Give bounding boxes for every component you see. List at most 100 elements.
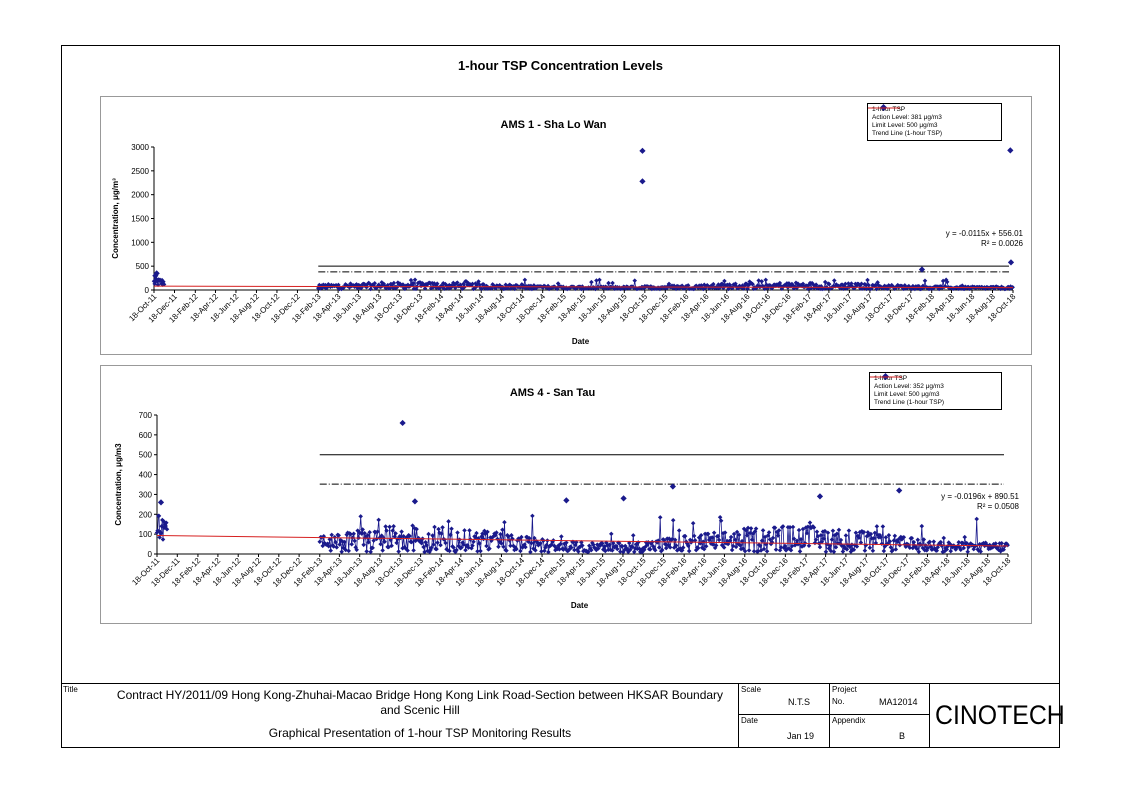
chart-title: AMS 4 - San Tau bbox=[510, 387, 595, 399]
data-point bbox=[773, 547, 779, 552]
data-point bbox=[843, 533, 849, 538]
data-point bbox=[396, 549, 401, 554]
data-point bbox=[716, 537, 722, 543]
data-point bbox=[589, 547, 594, 553]
y-tick-label: 0 bbox=[148, 550, 153, 559]
data-point bbox=[797, 549, 803, 554]
data-point bbox=[502, 519, 507, 525]
data-point bbox=[519, 534, 524, 540]
data-point bbox=[432, 524, 437, 530]
data-point bbox=[364, 549, 369, 554]
contract-title-line1: Contract HY/2011/09 Hong Kong-Zhuhai-Mac… bbox=[116, 688, 724, 702]
page-title: 1-hour TSP Concentration Levels bbox=[458, 58, 663, 73]
data-point bbox=[489, 286, 494, 291]
data-point bbox=[370, 545, 375, 551]
data-point bbox=[836, 527, 842, 533]
title-label: Title bbox=[63, 685, 78, 694]
data-point bbox=[430, 285, 436, 290]
data-point bbox=[557, 547, 562, 552]
data-point bbox=[676, 528, 682, 533]
y-axis-label: Concentration, μg/m3 bbox=[114, 443, 123, 526]
data-point bbox=[596, 546, 601, 551]
data-point bbox=[711, 281, 716, 287]
data-point bbox=[822, 279, 828, 285]
data-point bbox=[880, 524, 886, 529]
data-point bbox=[843, 281, 848, 287]
series-markers bbox=[154, 513, 1010, 555]
data-point bbox=[158, 531, 164, 536]
data-point bbox=[559, 534, 564, 539]
data-point bbox=[780, 524, 786, 529]
data-point bbox=[823, 549, 829, 555]
project-label: Project bbox=[832, 685, 857, 694]
legend-item-limit: Limit Level: 500 μg/m3 bbox=[870, 376, 940, 398]
data-point bbox=[892, 533, 898, 539]
data-point bbox=[346, 548, 351, 554]
data-point bbox=[746, 548, 752, 553]
data-point bbox=[911, 539, 917, 545]
data-point bbox=[849, 542, 855, 547]
drawing-subtitle: Graphical Presentation of 1-hour TSP Mon… bbox=[268, 726, 572, 740]
data-point bbox=[776, 528, 782, 533]
legend-item-trend: Trend Line (1-hour TSP) bbox=[868, 107, 943, 137]
data-point bbox=[931, 539, 937, 544]
data-point bbox=[455, 280, 460, 285]
data-point bbox=[438, 542, 443, 548]
y-tick-label: 300 bbox=[139, 490, 153, 499]
data-point bbox=[606, 280, 611, 286]
data-point bbox=[382, 539, 387, 545]
data-point bbox=[436, 526, 441, 532]
data-point bbox=[711, 530, 717, 535]
data-point-outlier bbox=[896, 487, 903, 494]
page-frame: 1-hour TSP Concentration Levels bbox=[61, 45, 1060, 748]
data-point bbox=[419, 540, 424, 546]
data-point bbox=[874, 524, 880, 529]
data-point bbox=[361, 542, 366, 548]
data-point bbox=[686, 548, 692, 554]
data-point bbox=[362, 530, 367, 536]
data-point bbox=[530, 513, 535, 519]
trend-line bbox=[156, 535, 1009, 547]
data-point bbox=[455, 530, 460, 535]
data-point bbox=[858, 540, 864, 545]
chart-panel-ams1: AMS 1 - Sha Lo Wan 0 500 1000 1500 2000 2500 30… bbox=[100, 96, 1032, 355]
data-point bbox=[862, 548, 868, 553]
data-point bbox=[317, 539, 323, 544]
y-tick-label: 1500 bbox=[131, 215, 149, 224]
data-point bbox=[351, 531, 356, 536]
data-point bbox=[477, 541, 482, 546]
data-point bbox=[408, 277, 414, 283]
data-point bbox=[965, 549, 970, 555]
data-point bbox=[901, 534, 907, 540]
data-point bbox=[411, 548, 416, 553]
data-point bbox=[790, 524, 796, 530]
data-point bbox=[670, 517, 676, 523]
data-point bbox=[974, 516, 979, 522]
data-point bbox=[846, 281, 851, 286]
data-point bbox=[821, 536, 827, 541]
data-point bbox=[729, 547, 735, 553]
data-point bbox=[509, 532, 514, 538]
data-point-outlier bbox=[620, 495, 627, 502]
y-tick-label: 2500 bbox=[131, 167, 149, 176]
data-point bbox=[871, 535, 877, 541]
data-point bbox=[467, 528, 472, 533]
data-point bbox=[494, 530, 499, 535]
data-point bbox=[647, 547, 653, 552]
data-point bbox=[380, 548, 385, 553]
y-tick-label: 600 bbox=[139, 431, 153, 440]
data-point bbox=[631, 549, 637, 555]
legend-item-trend: Trend Line (1-hour TSP) bbox=[870, 376, 945, 406]
data-point bbox=[610, 280, 615, 286]
data-point bbox=[873, 282, 878, 288]
data-point bbox=[919, 523, 925, 529]
data-point bbox=[360, 527, 365, 532]
data-point bbox=[329, 532, 334, 538]
data-point bbox=[867, 545, 873, 551]
data-point bbox=[440, 525, 445, 530]
data-point bbox=[734, 529, 740, 535]
data-point bbox=[941, 535, 947, 541]
data-point-outlier bbox=[639, 178, 646, 185]
data-point bbox=[775, 533, 781, 538]
data-point bbox=[962, 534, 967, 540]
